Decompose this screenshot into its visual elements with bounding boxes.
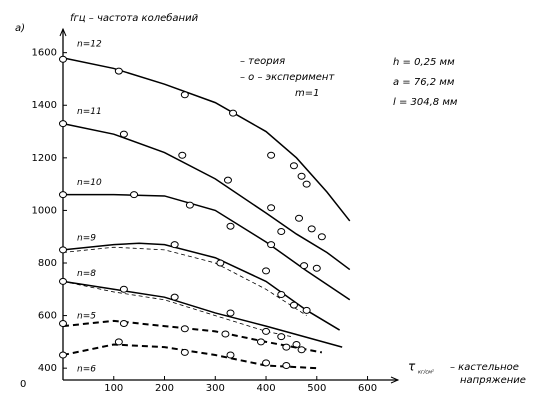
data-point [130, 191, 139, 199]
curve-line [62, 343, 317, 370]
data-point [267, 204, 276, 212]
data-point [119, 285, 128, 293]
curve-label: n=10 [77, 178, 102, 188]
data-point [180, 348, 189, 356]
data-point [59, 246, 67, 254]
data-point [317, 233, 326, 241]
y-axis-label: fгц – частота колебаний [70, 12, 199, 24]
x-axis-unit: кг/см² [418, 370, 434, 376]
x-tick-label: 500 [307, 383, 326, 394]
param: h = 0,25 мм [393, 57, 455, 68]
x-axis-symbol: τ [408, 360, 416, 374]
axis-arrow [390, 376, 400, 384]
data-point [59, 277, 67, 285]
param: a = 76,2 мм [393, 77, 455, 88]
data-point [282, 362, 291, 370]
curve-line [62, 246, 307, 316]
data-point [114, 67, 123, 75]
data-point [302, 306, 311, 314]
data-point [282, 343, 291, 351]
data-point [223, 176, 232, 184]
data-point [267, 151, 276, 159]
data-point [119, 319, 128, 327]
data-point [262, 267, 271, 275]
legend-theory: – теория [240, 56, 285, 67]
data-point [119, 130, 128, 138]
curve-line [62, 242, 341, 331]
curve-label: n=6 [77, 365, 96, 375]
data-point [180, 91, 189, 99]
data-point [170, 293, 179, 301]
data-point [312, 264, 321, 272]
data-point [59, 120, 67, 128]
data-point [277, 333, 286, 341]
param: l = 304,8 мм [393, 97, 458, 108]
y-tick-label: 1600 [32, 48, 57, 59]
y-tick-label: 600 [38, 311, 57, 322]
panel-label: а) [15, 23, 25, 34]
x-axis-label: напряжение [460, 375, 526, 386]
data-point [277, 227, 286, 235]
x-tick-label: 600 [358, 383, 377, 394]
origin-label: 0 [20, 379, 26, 390]
y-tick-label: 1400 [32, 100, 57, 111]
x-tick-label: 200 [155, 383, 174, 394]
data-point [221, 330, 230, 338]
x-axis-label: – кастельное [450, 362, 519, 373]
data-point [295, 214, 304, 222]
data-point [226, 222, 235, 230]
data-point [226, 351, 235, 359]
data-point [277, 291, 286, 299]
x-tick-label: 100 [104, 383, 123, 394]
curve-label: n=11 [77, 107, 102, 117]
y-tick-label: 1000 [32, 205, 57, 216]
data-point [262, 359, 271, 367]
curve-line [62, 281, 292, 338]
data-point [297, 346, 306, 354]
x-tick-label: 300 [206, 383, 225, 394]
data-point [59, 319, 67, 327]
data-point [216, 259, 225, 267]
data-point [59, 191, 67, 199]
data-point [178, 151, 187, 159]
data-point [229, 109, 238, 117]
data-point [262, 327, 271, 335]
data-point [307, 225, 316, 233]
axis-arrow [59, 27, 67, 37]
curve-label: n=8 [77, 269, 96, 279]
curve-line [62, 280, 343, 348]
data-point [302, 180, 311, 188]
curve-line [62, 319, 323, 354]
curve-label: n=5 [77, 312, 96, 322]
data-point [170, 241, 179, 249]
legend-experiment: – o – эксперимент [240, 72, 335, 83]
data-point [300, 262, 309, 270]
data-point [256, 338, 265, 346]
x-tick-label: 400 [256, 383, 275, 394]
y-tick-label: 800 [38, 258, 57, 269]
data-point [185, 201, 194, 209]
curve-line [63, 193, 351, 301]
data-point [267, 241, 276, 249]
data-point [59, 351, 67, 359]
data-point [59, 55, 67, 63]
legend-mode: m=1 [295, 88, 319, 99]
data-point [226, 309, 235, 317]
data-point [297, 172, 306, 180]
curve-label: n=9 [77, 233, 96, 243]
data-point [114, 338, 123, 346]
data-point [289, 162, 298, 170]
y-tick-label: 1200 [32, 153, 57, 164]
data-point [289, 301, 298, 309]
data-point [180, 325, 189, 333]
curve-label: n=12 [77, 39, 102, 49]
y-tick-label: 400 [38, 363, 57, 374]
